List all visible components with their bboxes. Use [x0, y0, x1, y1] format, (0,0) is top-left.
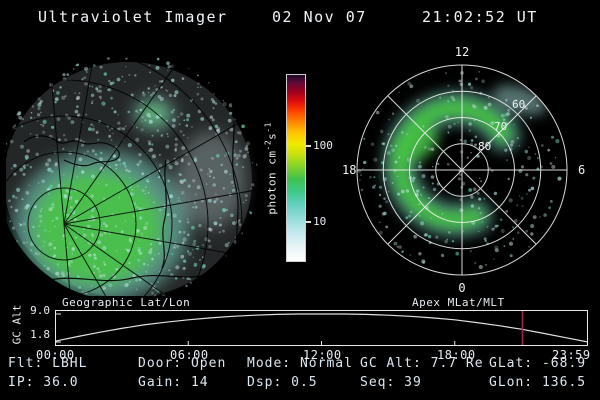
mlt-label-12: 12 — [455, 45, 469, 59]
status-mode: Mode: Normal — [247, 356, 353, 371]
app-title: Ultraviolet Imager — [38, 8, 228, 26]
strip-xtick-1800: 18:00 — [437, 348, 476, 362]
colorbar — [286, 74, 306, 262]
geo-graticule — [6, 40, 262, 296]
strip-xtick-0600: 06:00 — [170, 348, 209, 362]
apex-panel-title: Apex MLat/MLT — [412, 296, 505, 309]
strip-y-axis-label: GC Alt — [10, 304, 24, 345]
colorbar-unit-label: photon cm-2s-1 — [263, 122, 279, 215]
status-gain: Gain: 14 — [138, 375, 209, 390]
status-seq: Seq: 39 — [360, 375, 422, 390]
mlat-label-60: 60 — [512, 98, 525, 111]
status-glon: GLon: 136.5 — [489, 375, 587, 390]
colorbar-tick-10: 10 — [313, 215, 327, 228]
strip-xtick-1200: 12:00 — [303, 348, 342, 362]
status-dsp: Dsp: 0.5 — [247, 375, 318, 390]
strip-frame — [55, 310, 588, 346]
geo-auroral-emission — [6, 57, 258, 296]
mlat-label-80: 80 — [478, 140, 491, 153]
geographic-image-panel — [6, 40, 262, 296]
date-label: 02 Nov 07 — [272, 8, 367, 26]
status-flt: Flt: LBHL — [8, 356, 88, 371]
strip-xtick-0000: 00:00 — [36, 348, 75, 362]
colorbar-tickmark-10 — [306, 221, 311, 223]
strip-ytick-top: 9.0 — [30, 304, 50, 317]
status-gc-alt: GC Alt: 7.7 Re — [360, 356, 484, 371]
colorbar-tickmark-100 — [306, 145, 311, 147]
status-glat: GLat: -68.9 — [489, 356, 587, 371]
time-label: 21:02:52 UT — [422, 8, 538, 26]
apex-grid — [356, 64, 568, 276]
mlt-label-0: 0 — [458, 281, 465, 295]
geo-panel-title: Geographic Lat/Lon — [62, 296, 191, 309]
status-ip: IP: 36.0 — [8, 375, 79, 390]
mlt-label-18: 18 — [342, 163, 356, 177]
status-door: Door: Open — [138, 356, 227, 371]
geo-coastlines — [23, 101, 242, 296]
strip-xtick-2359: 23:59 — [552, 348, 591, 362]
mlat-label-70: 70 — [494, 120, 507, 133]
apex-speckle-noise — [357, 70, 562, 269]
gc-alt-strip-chart — [55, 310, 588, 346]
geo-speckle-noise — [6, 57, 258, 296]
strip-ytick-bottom: 1.8 — [30, 328, 50, 341]
apex-polar-panel: 12 0 18 6 60 70 80 — [342, 45, 585, 295]
mlt-label-6: 6 — [578, 163, 585, 177]
gc-alt-curve — [55, 313, 588, 343]
strip-axis-ticks — [55, 313, 456, 345]
colorbar-tick-100: 100 — [313, 139, 333, 152]
